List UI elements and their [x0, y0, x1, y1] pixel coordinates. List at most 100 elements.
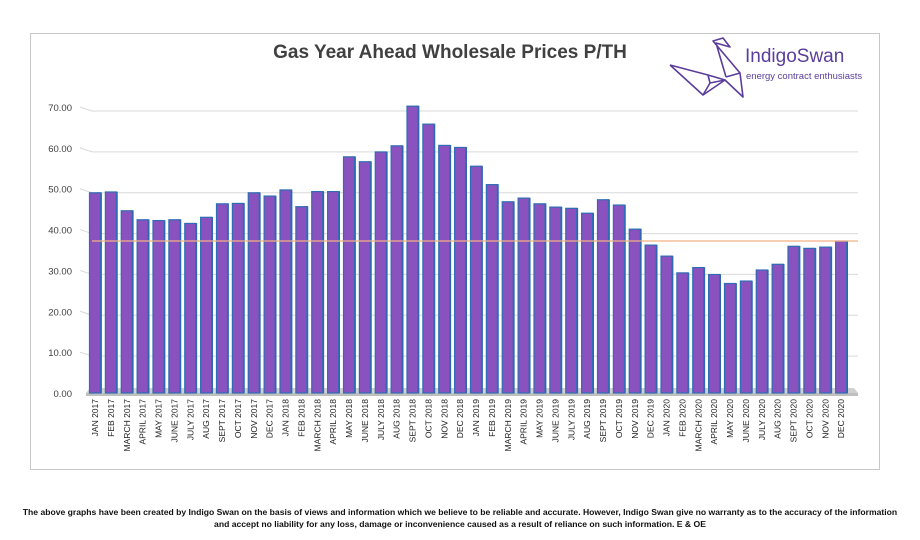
x-tick-label: JULY 2018	[376, 399, 386, 441]
x-tick-label: FEB 2019	[487, 399, 497, 437]
bar	[708, 273, 721, 394]
bar	[200, 216, 213, 394]
y-tick-label: 20.00	[48, 307, 72, 318]
x-tick-label: DEC 2020	[836, 399, 846, 438]
bar	[565, 207, 578, 394]
bar	[803, 247, 816, 394]
disclaimer-line-2: and accept no liability for any loss, da…	[214, 519, 706, 529]
x-tick-label: JULY 2019	[566, 399, 576, 441]
x-tick-label: MAY 2019	[535, 399, 545, 438]
chart-floor-edge	[86, 393, 858, 396]
bar	[454, 146, 467, 394]
bar	[787, 245, 800, 394]
bar	[327, 190, 340, 394]
x-tick-label: NOV 2017	[249, 399, 259, 439]
bar	[771, 263, 784, 394]
x-tick-label: MARCH 2018	[312, 399, 322, 452]
x-tick-label: NOV 2018	[439, 399, 449, 439]
y-tick-label: 60.00	[48, 144, 72, 155]
bar	[676, 272, 689, 394]
x-tick-label: FEB 2018	[296, 399, 306, 437]
gridline-diagonal	[79, 106, 93, 112]
x-tick-label: APRIL 2018	[328, 399, 338, 445]
x-tick-label: NOV 2019	[630, 399, 640, 439]
x-tick-label: APRIL 2019	[519, 399, 529, 445]
bar	[501, 201, 514, 394]
x-tick-label: JAN 2020	[662, 399, 672, 437]
bar	[390, 145, 403, 394]
x-tick-label: MARCH 2017	[122, 399, 132, 452]
bar	[723, 282, 737, 394]
bar	[485, 184, 498, 394]
y-tick-label: 70.00	[48, 103, 72, 114]
x-tick-label: MARCH 2020	[693, 399, 703, 452]
chart-frame	[30, 33, 880, 470]
bar	[739, 280, 752, 394]
bar	[168, 219, 181, 394]
bar	[311, 190, 324, 394]
x-tick-label: AUG 2020	[773, 399, 783, 439]
x-tick-label: JULY 2020	[757, 399, 767, 441]
swan-logo-icon	[669, 37, 744, 98]
disclaimer: The above graphs have been created by In…	[0, 506, 920, 530]
x-tick-label: OCT 2019	[614, 399, 624, 438]
bar	[136, 219, 149, 394]
x-tick-label: FEB 2020	[677, 399, 687, 437]
bar	[469, 165, 483, 394]
bar	[215, 203, 229, 394]
x-tick-label: SEPT 2018	[408, 399, 418, 443]
bar	[660, 255, 673, 394]
bar	[342, 156, 356, 394]
bar	[247, 192, 260, 394]
bar	[263, 195, 276, 394]
x-tick-label: DEC 2019	[646, 399, 656, 438]
brand-name: IndigoSwan	[745, 46, 845, 67]
x-tick-label: JUNE 2018	[360, 399, 370, 443]
bar	[517, 197, 530, 394]
bar	[184, 222, 197, 394]
x-tick-label: SEPT 2019	[598, 399, 608, 443]
bar	[549, 206, 562, 394]
bar	[644, 244, 657, 394]
disclaimer-line-1: The above graphs have been created by In…	[22, 507, 898, 517]
bar	[612, 204, 625, 394]
bar	[533, 203, 546, 394]
bar	[120, 210, 133, 394]
bar	[628, 228, 641, 394]
x-tick-label: MAY 2020	[725, 399, 735, 438]
x-tick-label: MAY 2018	[344, 399, 354, 438]
x-tick-label: FEB 2017	[106, 399, 116, 437]
x-tick-label: OCT 2018	[423, 399, 433, 438]
bar	[358, 161, 371, 394]
x-tick-label: JAN 2017	[90, 399, 100, 437]
bar	[596, 199, 610, 394]
bar	[295, 206, 308, 394]
chart-title: Gas Year Ahead Wholesale Prices P/TH	[273, 42, 627, 63]
bar	[581, 212, 594, 394]
x-tick-label: APRIL 2017	[138, 399, 148, 445]
x-tick-label: APRIL 2020	[709, 399, 719, 445]
gridline-diagonal	[79, 147, 93, 153]
x-tick-label: JULY 2017	[185, 399, 195, 441]
bar	[88, 192, 102, 394]
x-tick-label: JAN 2019	[471, 399, 481, 437]
bar	[438, 144, 451, 394]
x-tick-label: JUNE 2019	[550, 399, 560, 443]
bar	[152, 219, 165, 394]
x-tick-label: NOV 2020	[820, 399, 830, 439]
x-tick-label: OCT 2020	[804, 399, 814, 438]
x-tick-label: MAY 2017	[154, 399, 164, 438]
y-tick-label: 10.00	[48, 348, 72, 359]
y-tick-label: 0.00	[54, 389, 73, 400]
x-tick-label: OCT 2017	[233, 399, 243, 438]
bar	[755, 269, 768, 394]
x-tick-label: JUNE 2017	[169, 399, 179, 443]
bar	[692, 266, 705, 394]
x-tick-label: DEC 2017	[265, 399, 275, 438]
bar	[231, 202, 244, 394]
x-tick-label: SEPT 2017	[217, 399, 227, 443]
bar	[835, 240, 848, 394]
x-tick-label: AUG 2018	[392, 399, 402, 439]
bar	[104, 191, 117, 394]
